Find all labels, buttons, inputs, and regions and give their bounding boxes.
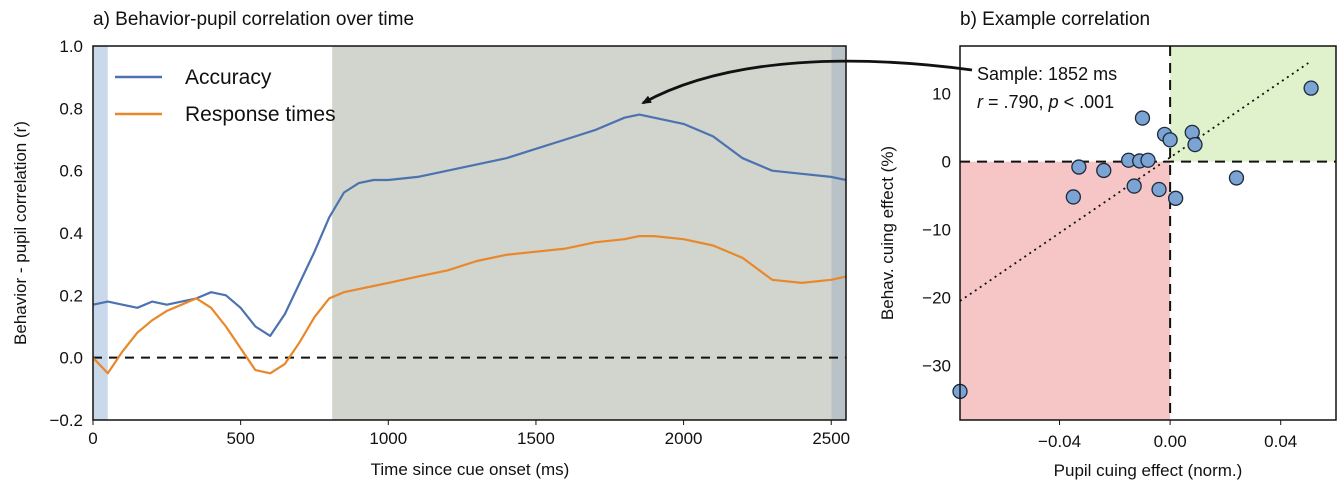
panel-a-y-tick-label: 0.4	[59, 224, 83, 243]
panel-a-frame	[92, 45, 847, 421]
annotation-statistics: r = .790, p < .001	[977, 92, 1114, 112]
annotation-p-value: < .001	[1059, 92, 1115, 112]
panel-a-y-axis-label: Behavior - pupil correlation (r)	[11, 121, 30, 345]
panel-b-y-tick-label: 0	[942, 153, 951, 172]
scatter-point	[1303, 80, 1319, 96]
legend: Accuracy Response times	[115, 66, 336, 126]
shaded-region-2	[831, 46, 846, 420]
scatter-point	[1151, 181, 1167, 198]
scatter-point	[1096, 162, 1112, 179]
panel-a-x-tick-label: 500	[226, 429, 254, 448]
panel-b-x-axis-label: Pupil cuing effect (norm.)	[1054, 461, 1243, 480]
panel-a-x-tick-label: 0	[88, 429, 97, 448]
panel-a-y-tick-label: 0.6	[59, 162, 83, 181]
panel-b-y-axis-label: Behav. cuing effect (%)	[878, 146, 897, 320]
panel-b-y-ticks: 10 0 −10 −20 −30	[922, 85, 951, 376]
panel-a-series-lines	[92, 113, 847, 375]
scatter-point	[1071, 159, 1087, 175]
panel-b-x-tick-label: 0.04	[1264, 432, 1297, 451]
legend-label-accuracy: Accuracy	[185, 66, 272, 89]
panel-a-y-tick-label: 0.0	[59, 349, 83, 368]
arrow-icon	[641, 59, 973, 105]
series-line-accuracy	[92, 113, 847, 337]
panel-a-chart: a) Behavior-pupil correlation over time …	[11, 9, 850, 479]
scatter-point	[1134, 110, 1151, 126]
scatter-points	[952, 80, 1319, 400]
scatter-point	[1126, 178, 1142, 194]
panel-b-y-tick-label: 10	[932, 85, 951, 104]
scatter-point	[1065, 189, 1082, 205]
panel-a-y-tick-label: 0.2	[59, 286, 83, 305]
panel-a-x-tick-label: 2000	[665, 429, 703, 448]
scatter-point	[1228, 170, 1245, 186]
panel-b-y-tick-label: −30	[922, 357, 951, 376]
panel-b-y-tick-label: −10	[922, 221, 951, 240]
panel-a-x-ticks: 0 500 1000 1500 2000 2500	[88, 420, 850, 448]
panel-a-x-axis-label: Time since cue onset (ms)	[371, 460, 570, 479]
scatter-point	[1167, 190, 1184, 206]
panel-a-x-tick-label: 1500	[517, 429, 555, 448]
panel-a-y-tick-label: 1.0	[59, 37, 83, 56]
panel-b-frame	[959, 45, 1337, 421]
correlation-annotation: Sample: 1852 ms r = .790, p < .001	[977, 64, 1117, 112]
panel-a-y-tick-label: −0.2	[49, 411, 83, 430]
series-line-response-times	[92, 235, 847, 375]
annotation-sample-time: Sample: 1852 ms	[977, 64, 1117, 84]
panel-a-title: a) Behavior-pupil correlation over time	[93, 9, 414, 30]
panel-a-y-ticks: −0.2 0.0 0.2 0.4 0.6 0.8 1.0	[49, 37, 83, 430]
panel-a-x-tick-label: 2500	[812, 429, 850, 448]
annotation-r-value: = .790,	[983, 92, 1049, 112]
scatter-point	[1187, 136, 1203, 153]
scatter-point	[1162, 132, 1178, 148]
annotation-r-symbol: r	[977, 92, 984, 112]
annotation-p-symbol: p	[1048, 92, 1059, 112]
panel-b-y-tick-label: −20	[922, 289, 951, 308]
shaded-region-1	[332, 46, 832, 420]
legend-label-response-times: Response times	[185, 103, 336, 126]
panel-a-y-tick-label: 0.8	[59, 99, 83, 118]
panel-a-x-tick-label: 1000	[369, 429, 407, 448]
panel-b-x-tick-label: −0.04	[1038, 432, 1081, 451]
panel-b-x-ticks: −0.04 0.00 0.04	[1038, 420, 1297, 451]
negative-quadrant	[960, 161, 1171, 420]
shaded-region-0	[93, 46, 108, 420]
panel-b-title: b) Example correlation	[960, 9, 1150, 30]
scatter-point	[1140, 152, 1156, 168]
panel-b-x-tick-label: 0.00	[1154, 432, 1187, 451]
panel-b-chart: b) Example correlation −0.04 0.00 0.04 10 0…	[878, 9, 1337, 480]
